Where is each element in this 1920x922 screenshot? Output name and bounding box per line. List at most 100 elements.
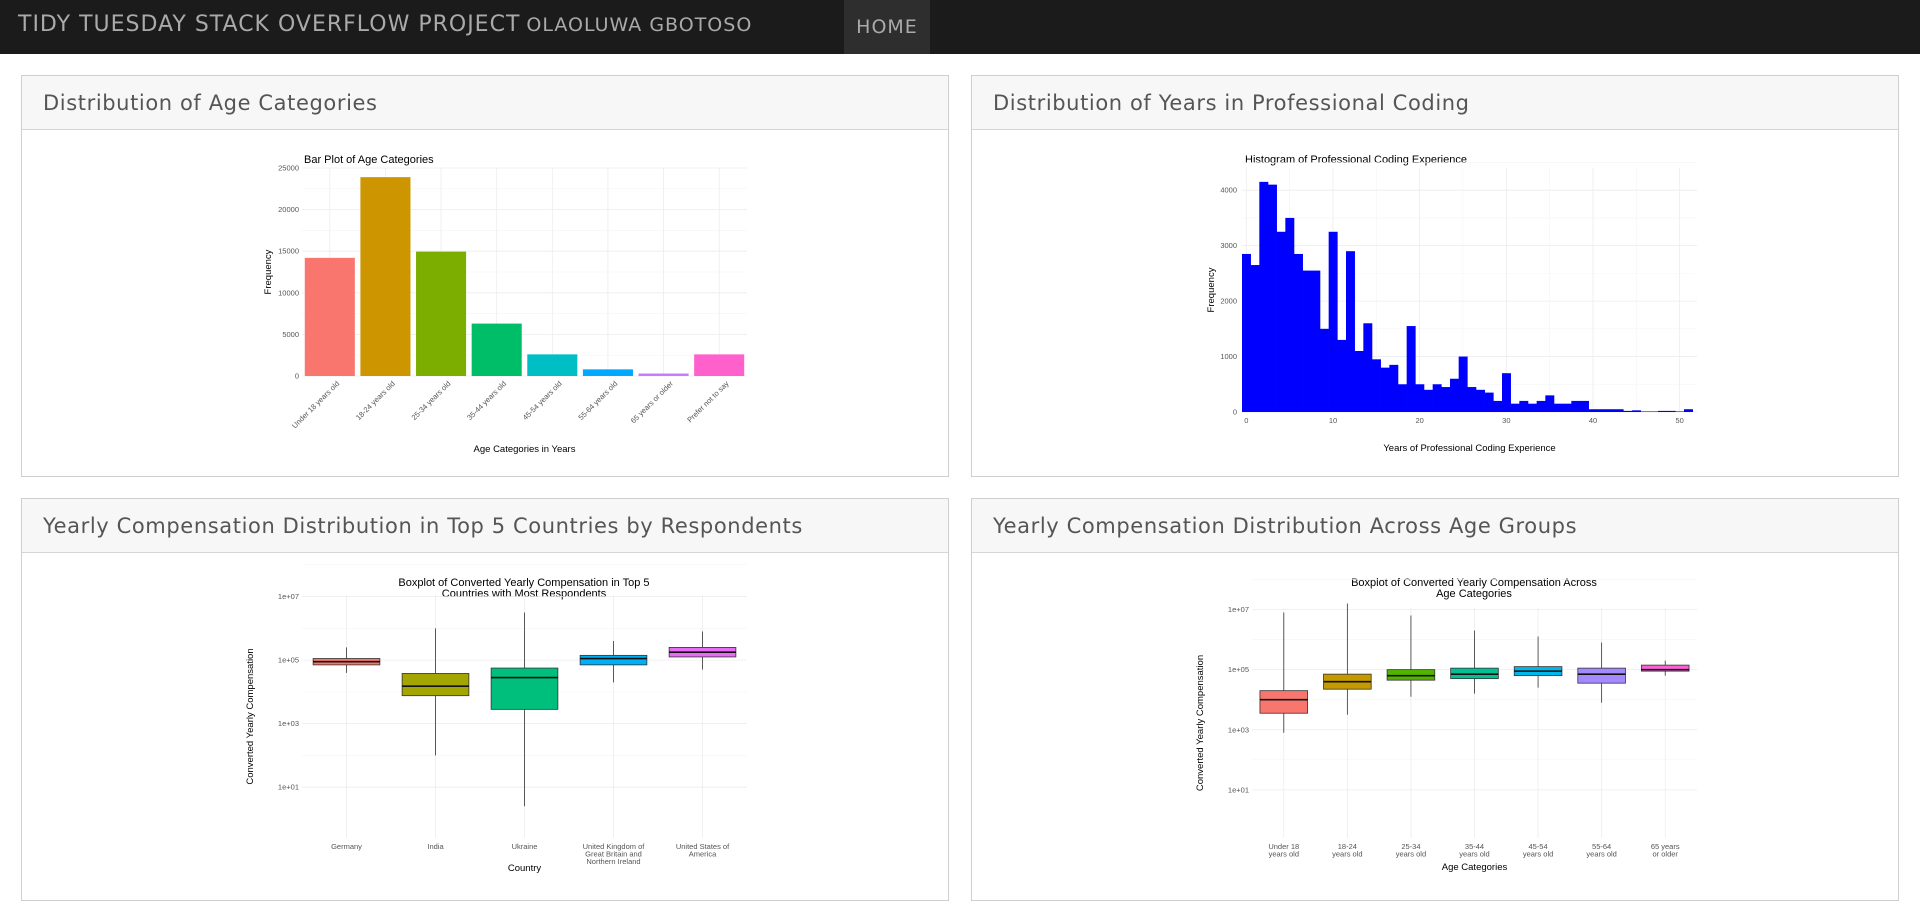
y-tick-label: 3000: [1220, 241, 1237, 250]
x-tick-label: or older: [1652, 850, 1678, 859]
x-tick-label: 50: [1675, 416, 1683, 425]
y-tick-label: 1e+03: [1228, 725, 1249, 734]
y-tick-label: 1e+01: [1228, 785, 1249, 794]
histogram-bar: [1502, 373, 1511, 412]
x-tick-label: Prefer not to say: [685, 379, 730, 424]
x-tick-label: 18-24: [1338, 842, 1357, 851]
chart-title: Age Categories: [1436, 588, 1512, 600]
histogram-bar: [1294, 253, 1303, 412]
card-title: Yearly Compensation Distribution in Top …: [43, 513, 803, 538]
histogram-bar: [1441, 387, 1451, 412]
author-name: OLAOLUWA GBOTOSO: [526, 14, 753, 36]
y-tick-label: 15000: [278, 247, 299, 256]
histogram-bar: [1259, 181, 1269, 412]
histogram-bar: [1424, 389, 1433, 412]
histogram-bar: [1268, 184, 1277, 412]
histogram-bar: [1250, 265, 1260, 412]
histogram-bar: [1311, 270, 1321, 412]
histogram-bar: [1614, 409, 1624, 412]
histogram-bar: [1528, 403, 1537, 412]
card-coding-experience: Distribution of Years in Professional Co…: [971, 75, 1899, 477]
histogram-bar: [1242, 253, 1251, 412]
x-tick-label: United Kingdom of: [583, 842, 646, 851]
histogram-bar: [1484, 392, 1494, 412]
y-tick-label: 0: [1233, 408, 1237, 417]
histogram-bar: [1406, 326, 1416, 412]
y-tick-label: 5000: [282, 330, 299, 339]
coding-histogram: Histogram of Professional Coding Experie…: [1206, 154, 1697, 454]
chart-title: Bar Plot of Age Categories: [304, 154, 434, 166]
histogram-bar: [1562, 403, 1572, 412]
x-tick-label: Under 18: [1268, 842, 1299, 851]
nav-home-tab[interactable]: HOME: [844, 0, 930, 54]
histogram-bar: [1675, 411, 1685, 412]
card-header: Yearly Compensation Distribution in Top …: [22, 499, 948, 553]
histogram-bar: [1285, 217, 1295, 412]
age-bar-chart: Bar Plot of Age Categories 0 5000 10000 1500…: [263, 154, 747, 455]
histogram-bar: [1684, 409, 1693, 412]
histogram-bar: [1606, 409, 1615, 412]
box: [579, 654, 648, 666]
histogram-bar: [1493, 400, 1503, 412]
x-tick-label: 30: [1502, 416, 1510, 425]
histogram-bar: [1363, 323, 1373, 412]
histogram-bar: [1372, 359, 1381, 412]
bar: [638, 373, 689, 376]
card-header: Distribution of Years in Professional Co…: [972, 76, 1898, 130]
x-tick-label: 65 years or older: [629, 379, 676, 426]
navbar-brand[interactable]: TIDY TUESDAY STACK OVERFLOW PROJECT OLAOL…: [18, 12, 752, 37]
y-tick-label: 10000: [278, 288, 299, 297]
x-tick-label: years old: [1586, 850, 1616, 859]
bar: [471, 323, 522, 376]
bar: [527, 354, 578, 376]
y-tick-label: 2000: [1220, 297, 1237, 306]
x-tick-label: 25-34: [1401, 842, 1420, 851]
histogram-bar: [1666, 410, 1676, 412]
y-tick-label: 1e+05: [278, 656, 299, 665]
box: [1259, 690, 1309, 714]
box: [401, 673, 470, 697]
histogram-bar: [1519, 400, 1529, 412]
bar: [360, 177, 411, 376]
x-tick-label: 35-44: [1465, 842, 1484, 851]
histogram-bar: [1632, 410, 1641, 412]
histogram-bar: [1597, 409, 1607, 412]
histogram-bar: [1337, 339, 1347, 412]
histogram-bar: [1649, 411, 1659, 412]
x-tick-label: Germany: [331, 842, 362, 851]
x-tick-label: America: [689, 850, 717, 859]
card-header: Distribution of Age Categories: [22, 76, 948, 130]
x-tick-label: 40: [1589, 416, 1597, 425]
y-tick-label: 1e+03: [278, 719, 299, 728]
card-title: Yearly Compensation Distribution Across …: [993, 513, 1578, 538]
x-tick-label: Northern Ireland: [586, 857, 640, 866]
y-tick-label: 1e+05: [1228, 665, 1249, 674]
box: [1640, 664, 1690, 672]
x-tick-label: 65 years: [1651, 842, 1680, 851]
x-tick-label: 55-64 years old: [576, 379, 619, 422]
histogram-bar: [1545, 395, 1555, 412]
x-tick-label: 20: [1415, 416, 1423, 425]
x-tick-label: years old: [1332, 850, 1362, 859]
bar: [304, 257, 355, 376]
histogram-bar: [1588, 409, 1598, 412]
bar: [694, 354, 745, 376]
bar: [416, 251, 467, 376]
x-tick-label: 45-54 years old: [521, 379, 564, 422]
histogram-bar: [1536, 400, 1546, 412]
y-axis-label: Converted Yearly Compensation: [245, 648, 256, 784]
y-tick-label: 0: [295, 372, 299, 381]
y-tick-label: 1e+07: [278, 592, 299, 601]
chart-title: Histogram of Professional Coding Experie…: [1245, 154, 1467, 166]
y-tick-label: 1e+07: [1228, 605, 1249, 614]
x-tick-label: India: [427, 842, 444, 851]
card-header: Yearly Compensation Distribution Across …: [972, 499, 1898, 553]
card-age-categories: Distribution of Age Categories Bar Plot …: [21, 75, 949, 477]
age-boxplot: Boxplot of Converted Yearly Compensation…: [1195, 577, 1697, 873]
x-tick-label: years old: [1269, 850, 1299, 859]
x-tick-label: 0: [1244, 416, 1248, 425]
card-title: Distribution of Years in Professional Co…: [993, 90, 1470, 115]
y-tick-label: 1e+01: [278, 783, 299, 792]
histogram-bar: [1346, 251, 1355, 412]
y-tick-label: 20000: [278, 205, 299, 214]
